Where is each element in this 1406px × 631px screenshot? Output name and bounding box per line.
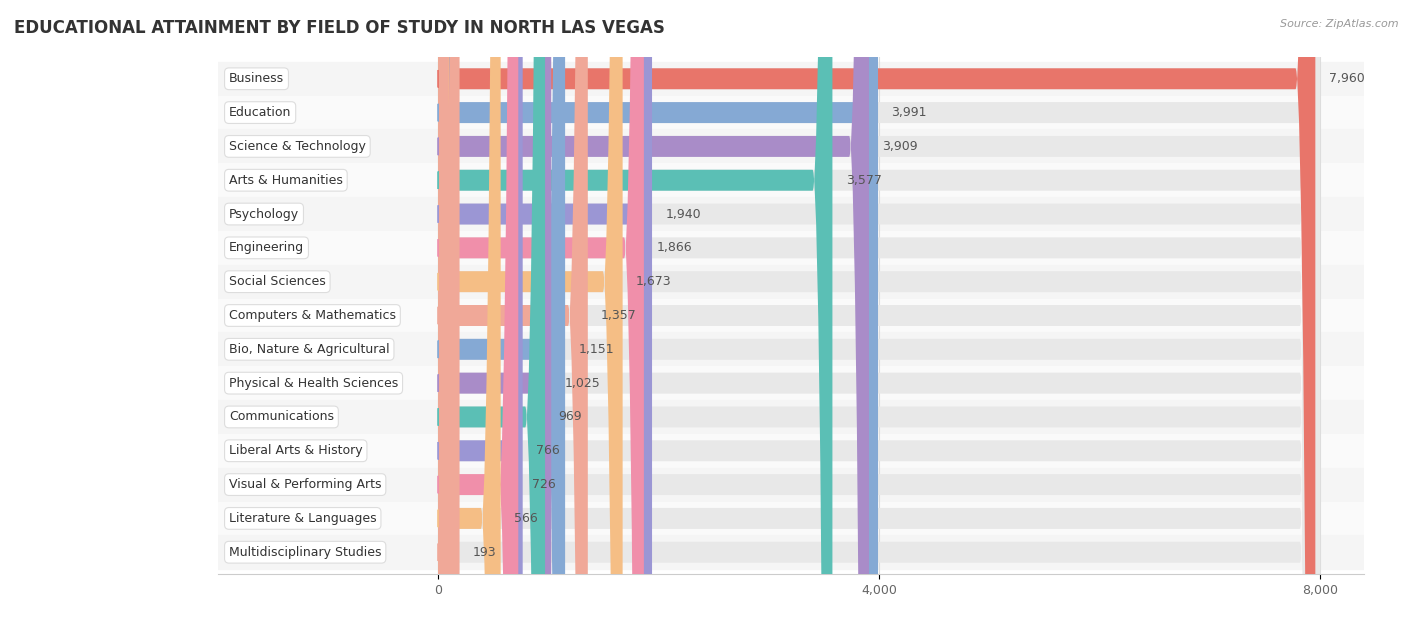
Text: Social Sciences: Social Sciences (229, 275, 326, 288)
Text: 3,991: 3,991 (891, 106, 927, 119)
Bar (218, 366, 1364, 400)
Bar (218, 333, 1364, 366)
FancyBboxPatch shape (439, 0, 1316, 631)
Text: Literature & Languages: Literature & Languages (229, 512, 377, 525)
Text: 766: 766 (536, 444, 560, 457)
FancyBboxPatch shape (439, 0, 1320, 631)
Bar (218, 434, 1364, 468)
Text: Computers & Mathematics: Computers & Mathematics (229, 309, 396, 322)
FancyBboxPatch shape (439, 0, 1320, 631)
FancyBboxPatch shape (439, 0, 1320, 631)
Text: 1,151: 1,151 (578, 343, 614, 356)
FancyBboxPatch shape (439, 0, 460, 631)
Text: Education: Education (229, 106, 291, 119)
FancyBboxPatch shape (439, 0, 1320, 631)
Text: Physical & Health Sciences: Physical & Health Sciences (229, 377, 398, 389)
FancyBboxPatch shape (439, 0, 652, 631)
Bar (218, 468, 1364, 502)
Text: Engineering: Engineering (229, 242, 304, 254)
FancyBboxPatch shape (439, 0, 588, 631)
Text: 1,025: 1,025 (564, 377, 600, 389)
FancyBboxPatch shape (439, 0, 832, 631)
Bar (218, 129, 1364, 163)
FancyBboxPatch shape (439, 0, 565, 631)
FancyBboxPatch shape (439, 0, 1320, 631)
FancyBboxPatch shape (439, 0, 551, 631)
Text: Communications: Communications (229, 410, 335, 423)
Text: 726: 726 (531, 478, 555, 491)
Text: 1,940: 1,940 (665, 208, 702, 221)
Bar (218, 197, 1364, 231)
Text: 1,866: 1,866 (657, 242, 693, 254)
Bar (218, 231, 1364, 265)
FancyBboxPatch shape (439, 0, 1320, 631)
Text: 566: 566 (513, 512, 537, 525)
Bar (218, 62, 1364, 96)
Text: Bio, Nature & Agricultural: Bio, Nature & Agricultural (229, 343, 389, 356)
Text: 1,357: 1,357 (600, 309, 637, 322)
Bar (218, 400, 1364, 434)
Text: Source: ZipAtlas.com: Source: ZipAtlas.com (1281, 19, 1399, 29)
Text: Science & Technology: Science & Technology (229, 140, 366, 153)
Text: Arts & Humanities: Arts & Humanities (229, 174, 343, 187)
Text: Multidisciplinary Studies: Multidisciplinary Studies (229, 546, 381, 558)
Bar (218, 298, 1364, 333)
FancyBboxPatch shape (439, 0, 644, 631)
Text: Business: Business (229, 73, 284, 85)
Bar (218, 96, 1364, 129)
FancyBboxPatch shape (439, 0, 1320, 631)
FancyBboxPatch shape (439, 0, 546, 631)
Text: EDUCATIONAL ATTAINMENT BY FIELD OF STUDY IN NORTH LAS VEGAS: EDUCATIONAL ATTAINMENT BY FIELD OF STUDY… (14, 19, 665, 37)
Text: Liberal Arts & History: Liberal Arts & History (229, 444, 363, 457)
FancyBboxPatch shape (439, 0, 523, 631)
Text: 3,909: 3,909 (882, 140, 918, 153)
Text: 969: 969 (558, 410, 582, 423)
Bar (218, 163, 1364, 197)
FancyBboxPatch shape (439, 0, 1320, 631)
Bar (218, 502, 1364, 535)
FancyBboxPatch shape (439, 0, 1320, 631)
FancyBboxPatch shape (439, 0, 869, 631)
Text: Visual & Performing Arts: Visual & Performing Arts (229, 478, 381, 491)
FancyBboxPatch shape (439, 0, 623, 631)
Bar (218, 535, 1364, 569)
Text: 1,673: 1,673 (636, 275, 672, 288)
FancyBboxPatch shape (439, 0, 1320, 631)
Text: Psychology: Psychology (229, 208, 299, 221)
FancyBboxPatch shape (439, 0, 1320, 631)
Text: 193: 193 (472, 546, 496, 558)
FancyBboxPatch shape (439, 0, 1320, 631)
Text: 3,577: 3,577 (845, 174, 882, 187)
FancyBboxPatch shape (439, 0, 519, 631)
FancyBboxPatch shape (439, 0, 1320, 631)
Text: 7,960: 7,960 (1329, 73, 1364, 85)
FancyBboxPatch shape (439, 0, 1320, 631)
Bar (218, 265, 1364, 298)
FancyBboxPatch shape (439, 0, 1320, 631)
FancyBboxPatch shape (439, 0, 501, 631)
FancyBboxPatch shape (439, 0, 877, 631)
